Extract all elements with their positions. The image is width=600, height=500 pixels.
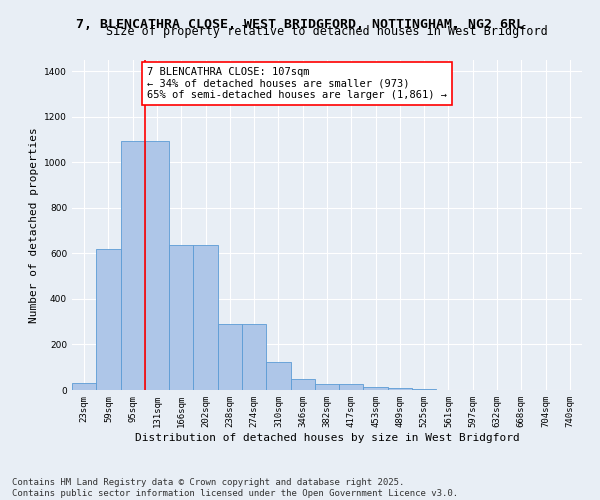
Text: 7, BLENCATHRA CLOSE, WEST BRIDGFORD, NOTTINGHAM, NG2 6RL: 7, BLENCATHRA CLOSE, WEST BRIDGFORD, NOT… <box>76 18 524 30</box>
Bar <box>96 249 121 390</box>
Bar <box>315 384 339 390</box>
X-axis label: Distribution of detached houses by size in West Bridgford: Distribution of detached houses by size … <box>134 432 520 442</box>
Bar <box>121 141 145 390</box>
Bar <box>72 383 96 390</box>
Bar <box>218 324 242 390</box>
Bar <box>339 384 364 390</box>
Bar <box>145 141 169 390</box>
Text: 7 BLENCATHRA CLOSE: 107sqm
← 34% of detached houses are smaller (973)
65% of sem: 7 BLENCATHRA CLOSE: 107sqm ← 34% of deta… <box>147 67 447 100</box>
Bar <box>193 245 218 390</box>
Y-axis label: Number of detached properties: Number of detached properties <box>29 127 38 323</box>
Title: Size of property relative to detached houses in West Bridgford: Size of property relative to detached ho… <box>106 25 548 38</box>
Bar <box>388 388 412 390</box>
Bar <box>364 386 388 390</box>
Bar <box>242 324 266 390</box>
Text: Contains HM Land Registry data © Crown copyright and database right 2025.
Contai: Contains HM Land Registry data © Crown c… <box>12 478 458 498</box>
Bar <box>290 378 315 390</box>
Bar <box>412 389 436 390</box>
Bar <box>169 245 193 390</box>
Bar <box>266 362 290 390</box>
